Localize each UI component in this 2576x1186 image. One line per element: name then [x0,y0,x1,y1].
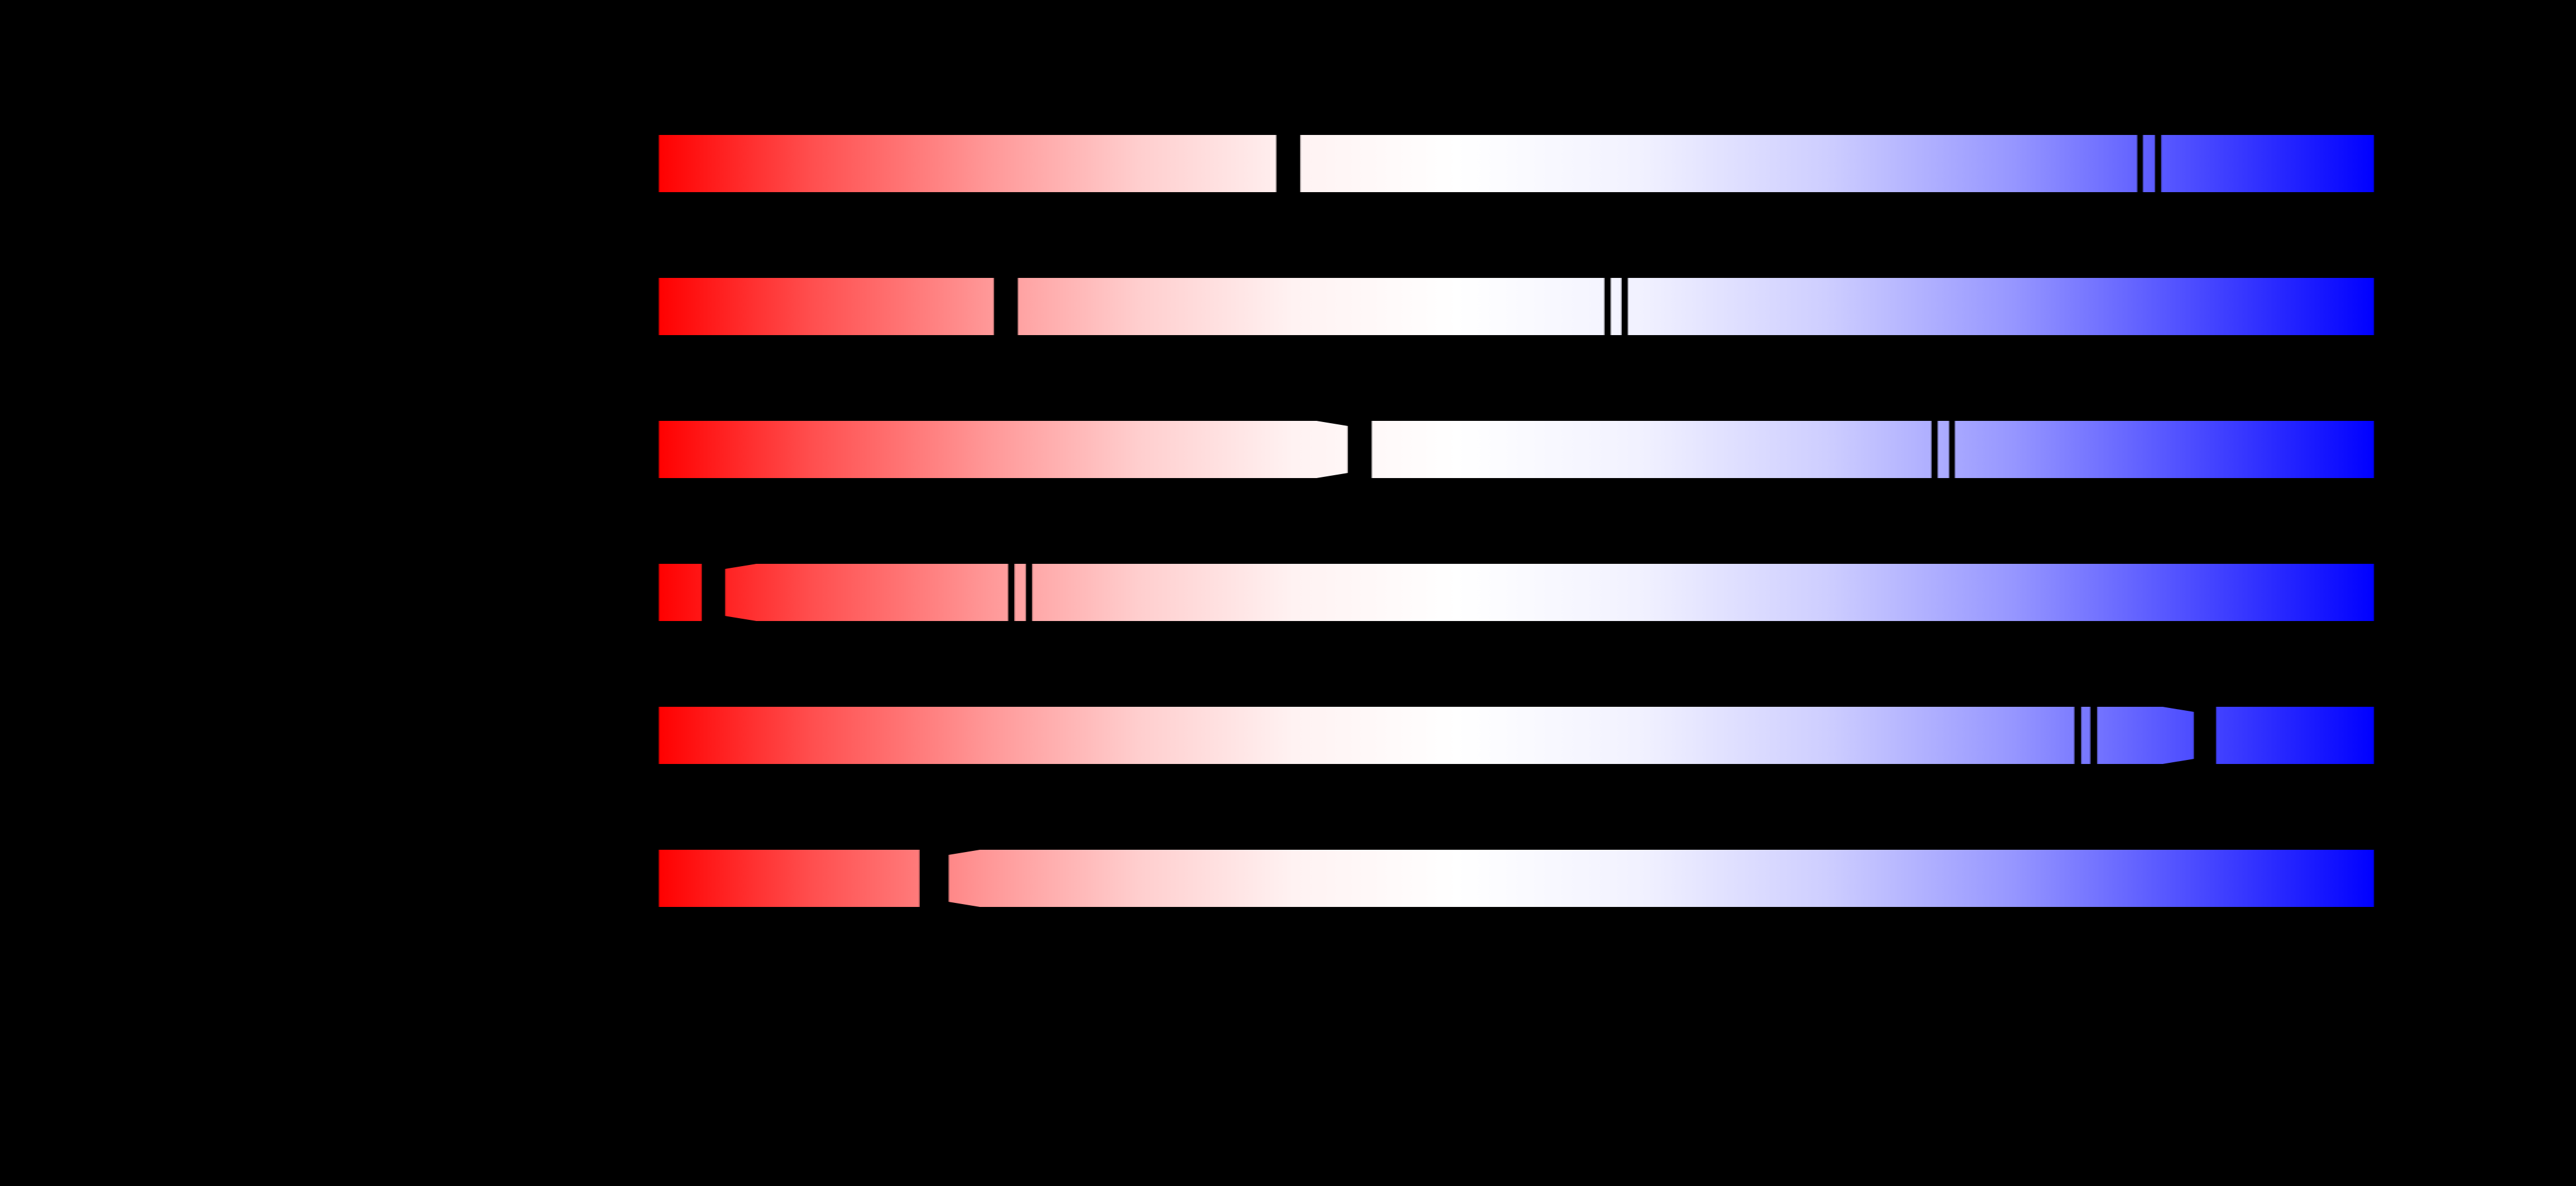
bar-row-5 [659,707,2374,764]
bar-segment [1014,564,1026,621]
bar-segment [1955,421,2374,478]
bar-segment [2097,707,2194,764]
bar-segment [659,707,2075,764]
bar-row-2 [659,278,2374,335]
bar-row-4 [659,564,2374,621]
bar-row-1 [659,135,2374,192]
bar-segment [1937,421,1949,478]
bar-segment [2216,707,2374,764]
bar-segment [1300,135,2138,192]
bar-segment [1032,564,2374,621]
bar-row-6 [659,850,2374,907]
bar-segment [2143,135,2155,192]
bar-segment [659,850,920,907]
bar-row-3 [659,421,2374,478]
bar-segment [948,850,2374,907]
bar-segment [2081,707,2091,764]
bar-segment [725,564,1008,621]
bar-segment [2161,135,2374,192]
bar-segment [1371,421,1932,478]
bar-segment [659,278,994,335]
bar-segment [1610,278,1622,335]
bar-segment [659,421,1348,478]
bar-segment [659,135,1277,192]
bar-segment [1628,278,2374,335]
bar-segment [659,564,702,621]
bar-segment [1018,278,1605,335]
